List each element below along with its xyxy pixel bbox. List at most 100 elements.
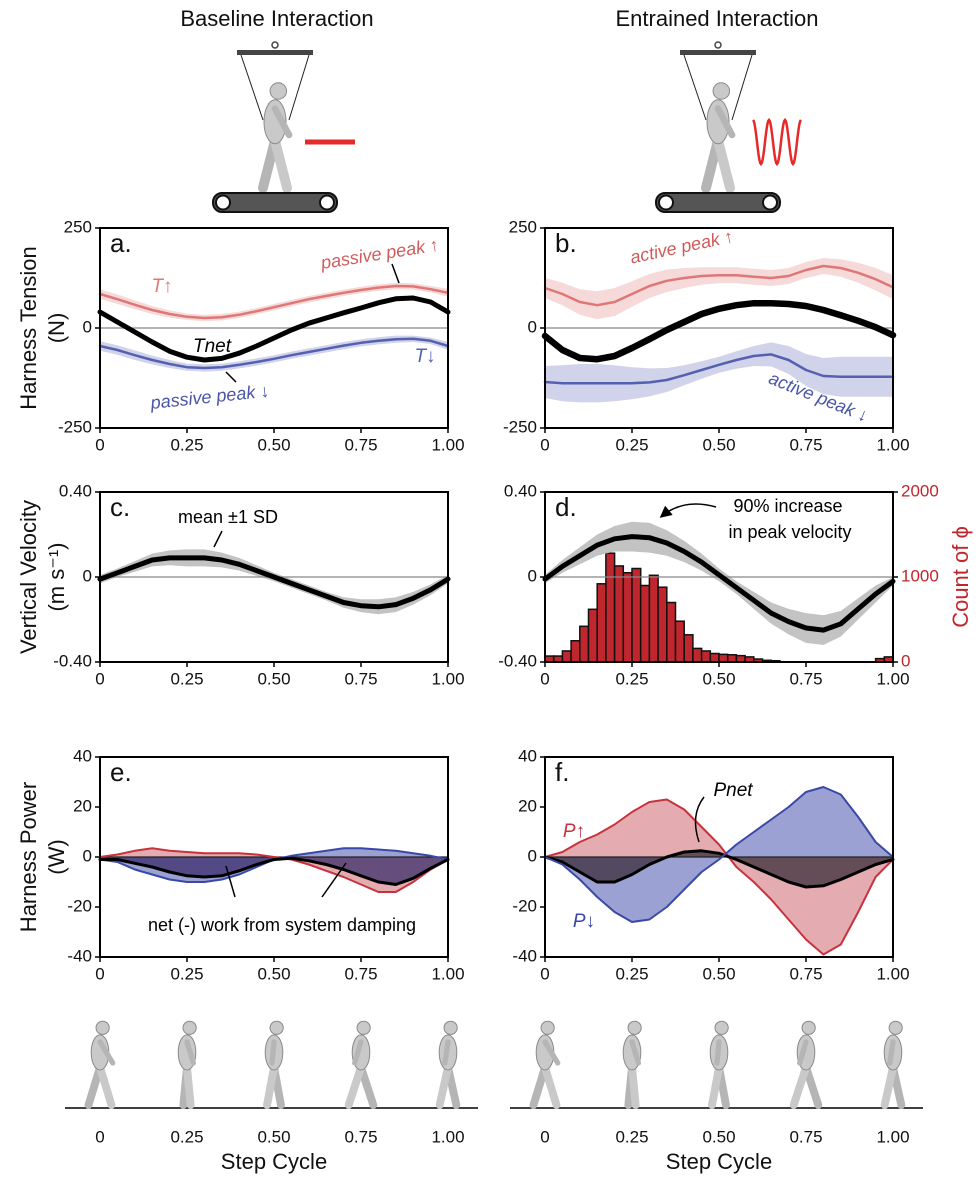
leader-line — [659, 503, 717, 518]
histogram-bar — [596, 583, 607, 663]
x-tick-label: 1.00 — [876, 964, 909, 983]
y-tick-label: 0 — [83, 566, 92, 585]
y-tick-label: -250 — [58, 417, 92, 436]
power-area — [545, 850, 893, 887]
histogram-bar — [692, 647, 703, 663]
x-tick-label: 0.50 — [702, 435, 735, 454]
arm — [184, 1039, 197, 1066]
series-label: P↑ — [563, 821, 585, 842]
y-tick-label: -0.40 — [53, 651, 92, 670]
x-tick-label: 0 — [95, 964, 104, 983]
walker-figure — [435, 1020, 461, 1109]
y-axis-label: Harness Power — [16, 782, 41, 932]
y-tick-label: -20 — [512, 896, 537, 915]
annotation: active peak ↑ — [628, 226, 735, 267]
y-tick-label: 40 — [73, 746, 92, 765]
histogram-bar — [622, 572, 633, 663]
annotation: in peak velocity — [728, 522, 851, 542]
series-label: P↓ — [573, 911, 595, 932]
annotation: passive peak ↓ — [149, 381, 271, 413]
series-line — [543, 264, 895, 307]
histogram-bar — [674, 620, 685, 663]
step-tick-label: 1.00 — [876, 1127, 909, 1146]
y-tick-label: -0.40 — [498, 651, 537, 670]
histogram-bar — [718, 653, 729, 663]
y-tick-label: -40 — [512, 946, 537, 965]
histogram-bar — [700, 650, 712, 663]
x-tick-label: 0 — [540, 669, 549, 688]
y-tick-label: 0 — [83, 317, 92, 336]
x-tick-label: 0.75 — [789, 964, 822, 983]
step-tick-label: 1.00 — [431, 1127, 464, 1146]
y-tick-label: -20 — [67, 896, 92, 915]
y-tick-label: -250 — [503, 417, 537, 436]
arm — [797, 1039, 809, 1066]
series-line — [98, 856, 450, 886]
head — [269, 1020, 284, 1035]
series-line — [98, 337, 450, 370]
arm — [714, 105, 736, 139]
y-tick-label: 250 — [509, 217, 537, 236]
annotation: net (-) work from system damping — [148, 915, 416, 935]
roller — [762, 194, 778, 211]
histogram-bar — [648, 574, 659, 663]
walker-figure — [700, 82, 736, 193]
sd-band — [545, 521, 893, 645]
arm — [714, 1039, 722, 1066]
annotation: mean ±1 SD — [178, 507, 278, 527]
arm — [352, 1039, 364, 1066]
leg — [708, 1063, 723, 1109]
x-tick-label: 0.50 — [257, 669, 290, 688]
arm — [97, 1039, 116, 1066]
x-tick-label: 0.50 — [702, 669, 735, 688]
leader-line — [225, 865, 236, 898]
arm — [269, 1039, 277, 1066]
leg — [880, 1063, 897, 1109]
x-tick-label: 0.50 — [702, 964, 735, 983]
y2-tick-label: 1000 — [901, 566, 939, 585]
x-tick-label: 0 — [540, 435, 549, 454]
y-axis-label: Vertical Velocity — [16, 500, 41, 654]
sd-band — [100, 282, 448, 322]
leader-line — [694, 796, 705, 843]
x-tick-label: 0.25 — [170, 669, 203, 688]
arm — [542, 1039, 561, 1066]
histogram-bar — [613, 565, 625, 663]
power-area — [100, 857, 448, 885]
harness-rope — [240, 54, 264, 121]
head — [714, 1020, 729, 1035]
y-axis-unit: (N) — [44, 313, 69, 344]
harness-rope — [731, 54, 753, 121]
x-tick-label: 0.75 — [344, 669, 377, 688]
histogram-bar — [561, 650, 572, 663]
histogram-bar — [666, 601, 677, 663]
treadmill — [212, 192, 338, 213]
step-tick-label: 0.75 — [344, 1127, 377, 1146]
walker-figure — [257, 82, 293, 193]
y-tick-label: 0 — [528, 566, 537, 585]
x-tick-label: 0.75 — [789, 435, 822, 454]
step-tick-label: 0.75 — [789, 1127, 822, 1146]
torso — [263, 99, 287, 145]
walker-figure — [622, 1020, 642, 1109]
y-tick-label: 0.40 — [504, 481, 537, 500]
sd-band — [545, 258, 893, 320]
panel-label: f. — [555, 757, 569, 787]
x-tick-label: 0.25 — [170, 964, 203, 983]
x-tick-label: 0.50 — [257, 435, 290, 454]
series-label: T↑ — [151, 276, 172, 297]
walker-figure — [880, 1020, 906, 1109]
y-tick-label: 0.40 — [59, 481, 92, 500]
sd-band — [100, 549, 448, 615]
histogram-bar — [657, 586, 668, 663]
leg — [270, 135, 293, 193]
harness-hook — [714, 41, 722, 49]
series-line — [99, 847, 449, 893]
y-tick-label: 20 — [73, 796, 92, 815]
y-tick-label: 0 — [528, 846, 537, 865]
histogram-bar — [709, 652, 720, 663]
arm — [629, 1039, 642, 1066]
series-line — [98, 284, 450, 320]
walker-figure — [177, 1020, 197, 1109]
